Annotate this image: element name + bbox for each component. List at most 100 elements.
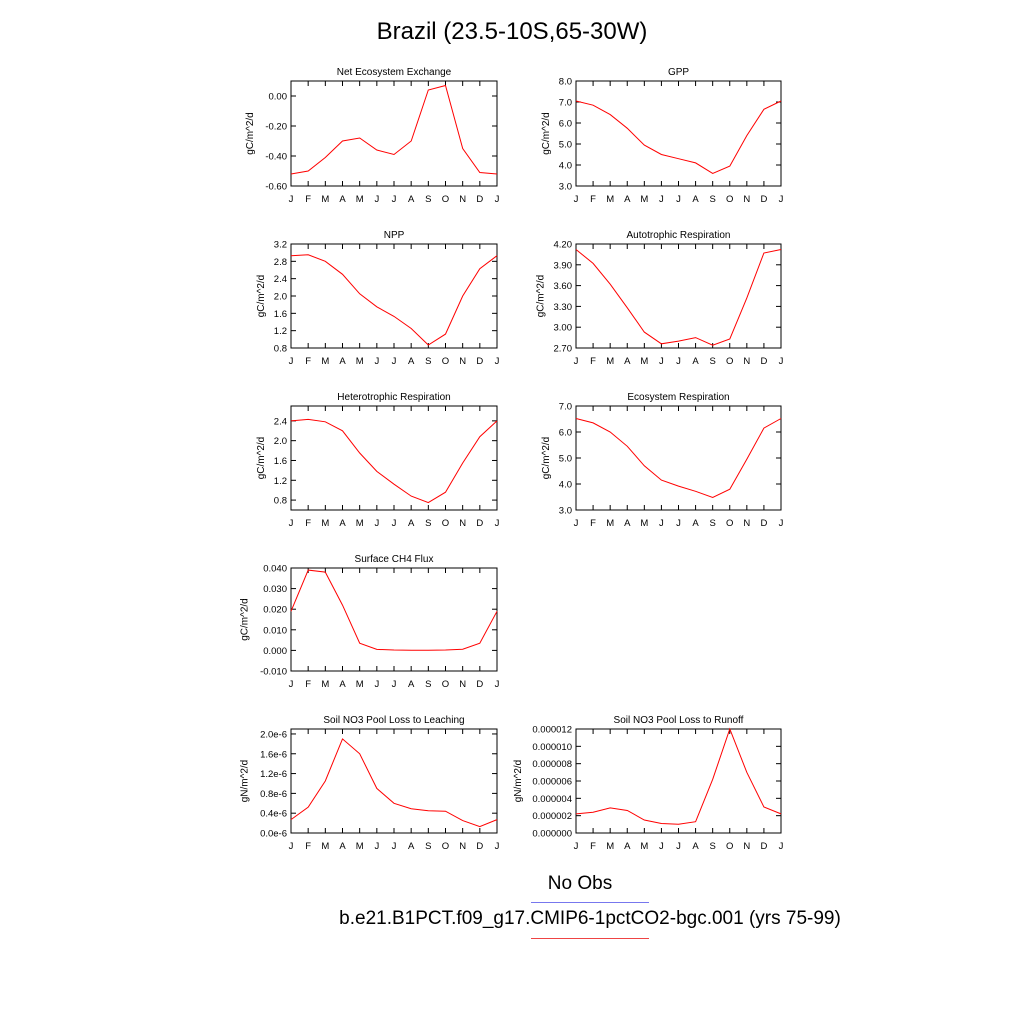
x-tick-label: M — [606, 356, 614, 367]
x-tick-label: J — [779, 356, 784, 367]
x-tick-label: O — [442, 194, 449, 205]
x-tick-label: J — [495, 679, 500, 690]
legend-line-model — [531, 938, 649, 939]
y-tick-label: 2.0e-6 — [260, 729, 287, 740]
x-tick-label: M — [321, 679, 329, 690]
y-axis-label: gN/m^2/d — [513, 760, 524, 803]
x-tick-label: A — [339, 679, 346, 690]
x-tick-label: A — [692, 518, 699, 529]
series-line — [575, 100, 782, 174]
x-tick-label: J — [374, 194, 379, 205]
y-tick-label: 8.0 — [559, 77, 572, 88]
y-tick-label: 0.8 — [274, 496, 287, 507]
x-tick-label: D — [760, 518, 767, 529]
x-tick-label: A — [624, 356, 631, 367]
x-tick-label: J — [779, 194, 784, 205]
x-tick-label: S — [425, 194, 431, 205]
x-tick-label: S — [709, 518, 715, 529]
y-tick-label: 0.000012 — [532, 725, 572, 736]
x-tick-label: J — [392, 518, 397, 529]
panel-title: GPP — [668, 67, 689, 78]
y-tick-label: 1.6 — [274, 456, 287, 467]
x-tick-label: N — [459, 841, 466, 852]
y-tick-label: 0.00 — [269, 92, 288, 103]
y-tick-label: 3.0 — [559, 506, 572, 517]
y-tick-label: 3.90 — [554, 260, 573, 271]
x-tick-label: F — [305, 356, 311, 367]
plot-frame — [290, 567, 498, 672]
series-line — [290, 84, 498, 175]
x-tick-label: S — [425, 841, 431, 852]
x-tick-label: J — [289, 356, 294, 367]
x-tick-label: J — [495, 518, 500, 529]
x-tick-label: D — [760, 841, 767, 852]
panel-title: Net Ecosystem Exchange — [337, 67, 452, 78]
x-tick-label: D — [476, 841, 483, 852]
plot-frame — [575, 243, 782, 349]
x-tick-label: A — [339, 518, 346, 529]
y-tick-label: 1.2e-6 — [260, 769, 287, 780]
x-tick-label: N — [743, 841, 750, 852]
x-tick-label: D — [760, 194, 767, 205]
y-tick-label: 4.0 — [559, 480, 572, 491]
y-tick-label: 3.00 — [554, 323, 573, 334]
x-tick-label: J — [574, 841, 579, 852]
y-tick-label: 0.010 — [263, 625, 287, 636]
x-tick-label: A — [408, 841, 415, 852]
series-line — [290, 569, 498, 651]
x-tick-label: F — [305, 841, 311, 852]
y-tick-label: 3.30 — [554, 302, 573, 313]
y-tick-label: 2.4 — [274, 274, 287, 285]
x-tick-label: D — [476, 518, 483, 529]
x-tick-label: O — [726, 194, 733, 205]
x-tick-label: S — [425, 518, 431, 529]
legend-item-no-obs: No Obs — [547, 873, 613, 894]
y-tick-label: 2.70 — [554, 344, 573, 355]
x-tick-label: J — [289, 841, 294, 852]
series-line — [575, 418, 782, 499]
panel-title: Autotrophic Respiration — [627, 230, 731, 241]
x-tick-label: J — [779, 841, 784, 852]
x-tick-label: J — [659, 356, 664, 367]
y-tick-label: 5.0 — [559, 454, 572, 465]
x-tick-label: A — [408, 356, 415, 367]
y-tick-label: 0.000006 — [532, 777, 572, 788]
y-axis-label: gC/m^2/d — [536, 275, 547, 318]
x-tick-label: J — [392, 356, 397, 367]
x-tick-label: J — [574, 356, 579, 367]
x-tick-label: A — [408, 518, 415, 529]
x-tick-label: F — [590, 194, 596, 205]
x-tick-label: F — [590, 518, 596, 529]
x-tick-label: J — [495, 841, 500, 852]
y-axis-label: gC/m^2/d — [239, 598, 250, 641]
x-tick-label: A — [339, 194, 346, 205]
x-tick-label: M — [356, 679, 364, 690]
legend-item-model: b.e21.B1PCT.f09_g17.CMIP6-1pctCO2-bgc.00… — [339, 908, 841, 929]
x-tick-label: O — [442, 841, 449, 852]
y-tick-label: 0.8 — [274, 344, 287, 355]
x-tick-label: A — [692, 841, 699, 852]
plot-frame — [575, 405, 782, 511]
x-tick-label: F — [305, 679, 311, 690]
x-tick-label: M — [321, 841, 329, 852]
y-axis-label: gC/m^2/d — [256, 437, 267, 480]
x-tick-label: J — [392, 679, 397, 690]
y-tick-label: -0.60 — [265, 182, 287, 193]
y-tick-label: 2.8 — [274, 257, 287, 268]
x-tick-label: N — [459, 356, 466, 367]
y-tick-label: 4.20 — [554, 240, 573, 251]
x-tick-label: A — [624, 194, 631, 205]
x-tick-label: N — [459, 194, 466, 205]
panel-title: Ecosystem Respiration — [627, 392, 729, 403]
x-tick-label: M — [356, 194, 364, 205]
y-tick-label: 0.000002 — [532, 811, 572, 822]
plot-frame — [575, 80, 782, 187]
x-tick-label: S — [425, 356, 431, 367]
x-tick-label: F — [305, 518, 311, 529]
